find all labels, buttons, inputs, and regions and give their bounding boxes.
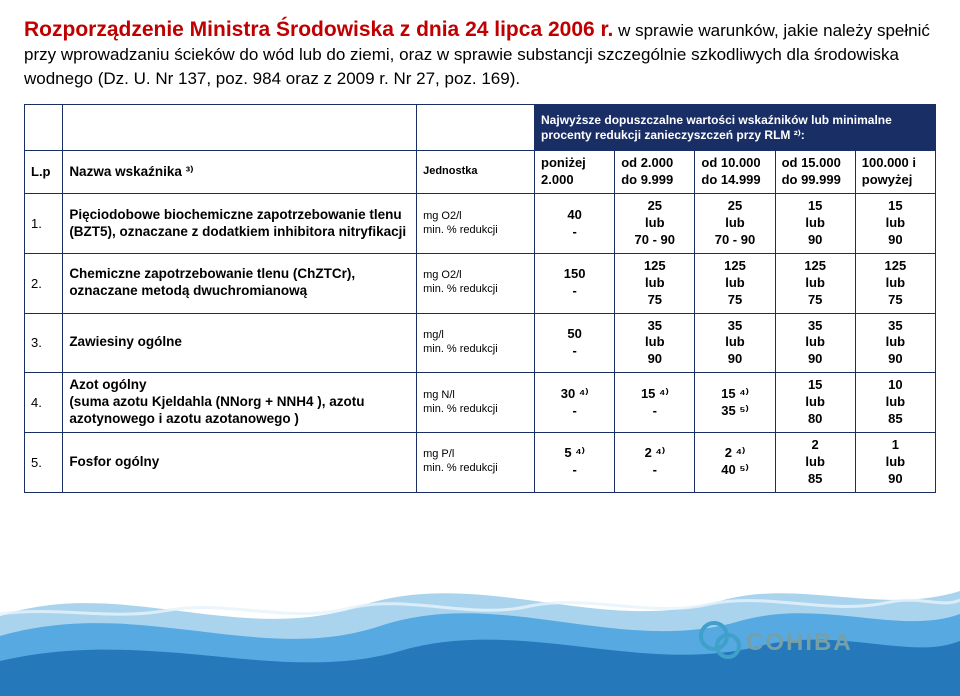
value-cell: 125 lub 75 [775,253,855,313]
value-cell: 125 lub 75 [615,253,695,313]
title-lead: Rozporządzenie Ministra Środowiska z dni… [24,18,613,41]
indicator-name: Pięciodobowe biochemiczne zapotrzebowani… [63,194,417,254]
value-cell: 15 ⁴⁾ 35 ⁵⁾ [695,373,775,433]
row-number: 1. [25,194,63,254]
banner-cell: Najwyższe dopuszczalne wartości wskaźnik… [535,105,936,151]
value-cell: 35 lub 90 [855,313,935,373]
value-cell: 2 lub 85 [775,432,855,492]
table-row: 5.Fosfor ogólnymg P/l min. % redukcji5 ⁴… [25,432,936,492]
indicator-name: Fosfor ogólny [63,432,417,492]
value-cell: 15 lub 90 [855,194,935,254]
value-cell: 25 lub 70 - 90 [695,194,775,254]
value-cell: 30 ⁴⁾ - [535,373,615,433]
banner-spacer-2 [63,105,417,151]
value-cell: 125 lub 75 [855,253,935,313]
value-cell: 15 lub 80 [775,373,855,433]
col-range-2: od 2.000 do 9.999 [615,151,695,194]
col-name: Nazwa wskaźnika ³⁾ [63,151,417,194]
value-cell: 40 - [535,194,615,254]
cohiba-logo: COHIBA [694,614,864,668]
wave-background [0,536,960,696]
value-cell: 5 ⁴⁾ - [535,432,615,492]
value-cell: 150 - [535,253,615,313]
value-cell: 125 lub 75 [695,253,775,313]
table-row: 2.Chemiczne zapotrzebowanie tlenu (ChZTC… [25,253,936,313]
banner-spacer-3 [417,105,535,151]
unit-cell: mg/l min. % redukcji [417,313,535,373]
value-cell: 1 lub 90 [855,432,935,492]
unit-cell: mg P/l min. % redukcji [417,432,535,492]
value-cell: 50 - [535,313,615,373]
unit-cell: mg O2/l min. % redukcji [417,253,535,313]
banner-text: Najwyższe dopuszczalne wartości wskaźnik… [541,113,929,143]
col-lp: L.p [25,151,63,194]
regulation-title: Rozporządzenie Ministra Środowiska z dni… [24,18,936,90]
value-cell: 35 lub 90 [615,313,695,373]
col-range-4: od 15.000 do 99.999 [775,151,855,194]
limits-table: Najwyższe dopuszczalne wartości wskaźnik… [24,104,936,492]
value-cell: 2 ⁴⁾ - [615,432,695,492]
logo-text: COHIBA [746,629,853,656]
indicator-name: Zawiesiny ogólne [63,313,417,373]
value-cell: 10 lub 85 [855,373,935,433]
value-cell: 2 ⁴⁾ 40 ⁵⁾ [695,432,775,492]
value-cell: 15 ⁴⁾ - [615,373,695,433]
value-cell: 25 lub 70 - 90 [615,194,695,254]
row-number: 5. [25,432,63,492]
unit-cell: mg O2/l min. % redukcji [417,194,535,254]
col-range-3: od 10.000 do 14.999 [695,151,775,194]
row-number: 4. [25,373,63,433]
value-cell: 35 lub 90 [775,313,855,373]
table-row: 4.Azot ogólny (suma azotu Kjeldahla (NNo… [25,373,936,433]
indicator-name: Azot ogólny (suma azotu Kjeldahla (NNorg… [63,373,417,433]
col-range-5: 100.000 i powyżej [855,151,935,194]
value-cell: 15 lub 90 [775,194,855,254]
col-unit: Jednostka [417,151,535,194]
col-range-1: poniżej 2.000 [535,151,615,194]
value-cell: 35 lub 90 [695,313,775,373]
document-page: Rozporządzenie Ministra Środowiska z dni… [0,0,960,493]
table-row: 1.Pięciodobowe biochemiczne zapotrzebowa… [25,194,936,254]
row-number: 2. [25,253,63,313]
banner-row: Najwyższe dopuszczalne wartości wskaźnik… [25,105,936,151]
banner-spacer-1 [25,105,63,151]
header-row: L.p Nazwa wskaźnika ³⁾ Jednostka poniżej… [25,151,936,194]
row-number: 3. [25,313,63,373]
indicator-name: Chemiczne zapotrzebowanie tlenu (ChZTCr)… [63,253,417,313]
table-row: 3.Zawiesiny ogólnemg/l min. % redukcji50… [25,313,936,373]
unit-cell: mg N/l min. % redukcji [417,373,535,433]
